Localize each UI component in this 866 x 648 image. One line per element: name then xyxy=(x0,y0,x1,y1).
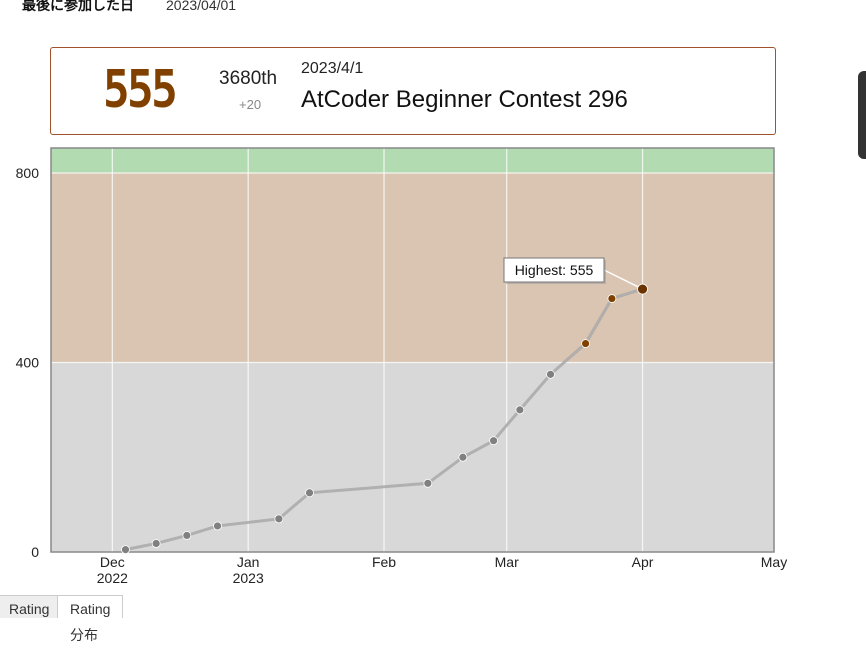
latest-rating-card: 555 3680th +20 2023/4/1 AtCoder Beginner… xyxy=(50,47,776,135)
rating-point-6 xyxy=(423,478,433,488)
x-tick-sublabel-1: 2023 xyxy=(233,570,264,586)
latest-rating-diff: +20 xyxy=(239,97,262,112)
rating-point-8 xyxy=(489,436,498,446)
x-tick-label-3: Mar xyxy=(495,554,519,570)
x-tick-label-5: May xyxy=(761,554,787,570)
rating-point-13 xyxy=(637,283,648,295)
latest-rating-value: 555 xyxy=(103,60,178,120)
rating-band-1 xyxy=(51,173,774,363)
latest-contest-name[interactable]: AtCoder Beginner Contest 296 xyxy=(301,86,628,113)
rating-point-12 xyxy=(607,294,617,303)
last-participation-label: 最後に参加した日 xyxy=(22,0,134,13)
rating-point-0 xyxy=(121,545,130,555)
tab-rating-distribution[interactable]: Rating分布 xyxy=(57,595,124,643)
latest-rank: 3680th xyxy=(219,68,278,89)
x-tick-label-2: Feb xyxy=(372,554,396,570)
annotation-box xyxy=(503,257,605,283)
x-tick-label-0: Dec xyxy=(100,554,125,570)
rating-point-5 xyxy=(305,488,314,498)
last-participation-row: 最後に参加した日 2023/04/01 xyxy=(22,0,236,15)
plot-frame xyxy=(50,147,775,553)
annotation-label: Highest: 555 xyxy=(515,262,594,278)
y-tick-label-0: 0 xyxy=(31,544,39,560)
last-participation-value: 2023/04/01 xyxy=(166,0,237,13)
rating-band-2 xyxy=(51,148,774,173)
rating-point-10 xyxy=(546,369,555,379)
x-tick-sublabel-0: 2022 xyxy=(97,570,128,586)
rating-point-2 xyxy=(182,531,192,540)
rating-point-4 xyxy=(274,514,284,524)
rating-band-0 xyxy=(51,362,774,552)
side-drawer-handle[interactable] xyxy=(858,71,866,159)
y-tick-label-2: 800 xyxy=(16,165,40,181)
rating-point-9 xyxy=(515,405,525,415)
latest-contest-date: 2023/4/1 xyxy=(301,60,364,77)
y-tick-label-1: 400 xyxy=(16,355,40,371)
rating-line xyxy=(125,288,643,551)
tab-rating[interactable]: Rating xyxy=(0,595,63,618)
rating-point-11 xyxy=(581,339,590,348)
rating-point-1 xyxy=(151,539,161,548)
annotation-pointer xyxy=(603,269,643,290)
rating-point-7 xyxy=(458,452,468,462)
x-tick-label-1: Jan xyxy=(237,554,260,570)
x-tick-label-4: Apr xyxy=(632,554,654,570)
rating-point-3 xyxy=(213,521,222,531)
